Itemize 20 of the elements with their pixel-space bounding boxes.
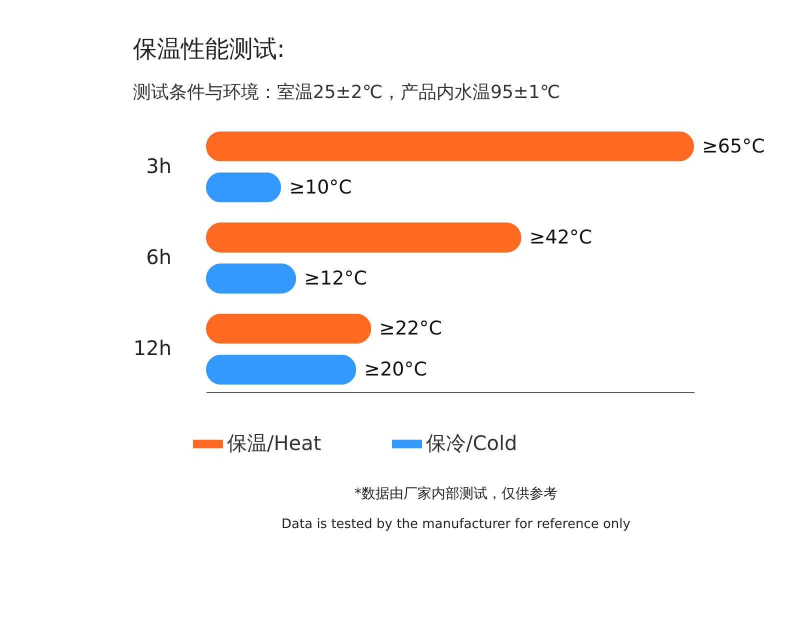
bar bbox=[206, 314, 372, 344]
y-tick-label: 3h bbox=[146, 154, 172, 178]
data-label: ≥12°C bbox=[304, 268, 367, 290]
legend-label: 保温/Heat bbox=[227, 431, 322, 455]
bar bbox=[206, 264, 296, 294]
data-label: ≥10°C bbox=[289, 176, 352, 198]
bar bbox=[206, 354, 356, 385]
bar bbox=[206, 222, 522, 252]
text: *数据由厂家内部测试，仅供参考 bbox=[354, 486, 558, 502]
y-tick-label: 12h bbox=[133, 336, 172, 360]
data-label: ≥20°C bbox=[364, 358, 428, 381]
text: Data is tested by the manufacturer for reference only bbox=[282, 517, 631, 532]
bar bbox=[206, 131, 694, 162]
data-label: ≥42°C bbox=[529, 226, 592, 248]
data-label: ≥22°C bbox=[379, 318, 442, 340]
y-tick-label: 6h bbox=[146, 245, 172, 269]
chart-title: 保温性能测试: bbox=[132, 35, 285, 63]
legend-label: 保冷/Cold bbox=[426, 431, 518, 455]
data-label: ≥65°C bbox=[702, 135, 765, 158]
chart-subtitle: 测试条件与环境：室温25±2℃，产品内水温95±1℃ bbox=[132, 82, 560, 103]
